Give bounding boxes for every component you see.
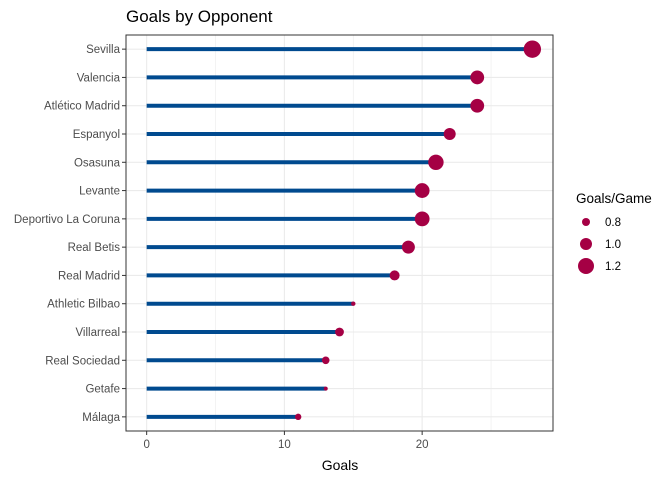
y-tick-label: Valencia [77,72,121,84]
y-tick-label: Deportivo La Coruna [14,214,121,226]
lollipop-point [401,240,415,254]
chart-title: Goals by Opponent [126,7,273,26]
lollipop-point [428,154,444,170]
y-tick-label: Real Betis [68,242,121,254]
legend-label: 1.0 [605,239,621,251]
x-tick-label: 10 [278,439,291,451]
y-tick-label: Osasuna [74,157,121,169]
lollipop-point [470,70,485,85]
y-tick-label: Athletic Bilbao [47,299,120,311]
lollipop-point [323,386,328,391]
y-tick-label: Sevilla [86,44,120,56]
legend-title: Goals/Game [576,191,652,206]
legend-label: 1.2 [605,261,621,273]
legend-key-point [582,218,590,226]
lollipop-point [414,183,430,198]
x-tick-label: 0 [143,439,149,451]
grid [126,35,553,431]
x-axis-title: Goals [322,457,359,473]
lollipop-point [443,128,456,140]
y-tick-label: Real Sociedad [45,355,120,367]
lollipop-point [321,356,330,365]
y-tick-label: Levante [79,186,120,198]
legend-label: 0.8 [605,217,621,229]
lollipop-point [414,211,430,227]
y-tick-labels: Sevilla Valencia Atlético Madrid Espanyol Os… [14,44,126,424]
points [294,40,542,421]
y-tick-label: Real Madrid [58,270,120,282]
legend-key-point [578,258,594,274]
y-tick-label: Espanyol [73,129,120,141]
legend-key-point [580,238,592,250]
y-tick-label: Villarreal [75,327,120,339]
lollipop-point [470,98,485,113]
size-legend: Goals/Game 0.8 1.0 1.2 [576,191,652,274]
segments [146,47,533,419]
panel-border [125,34,554,432]
x-tick-labels: 0 10 20 [143,431,429,451]
y-tick-label: Atlético Madrid [44,101,120,113]
lollipop-point [351,301,356,306]
lollipop-point [523,40,542,58]
lollipop-point [389,270,400,281]
lollipop-point [294,413,302,421]
lollipop-point [335,327,344,337]
y-tick-label: Getafe [85,384,120,396]
x-tick-label: 20 [416,439,429,451]
y-tick-label: Málaga [82,412,120,424]
